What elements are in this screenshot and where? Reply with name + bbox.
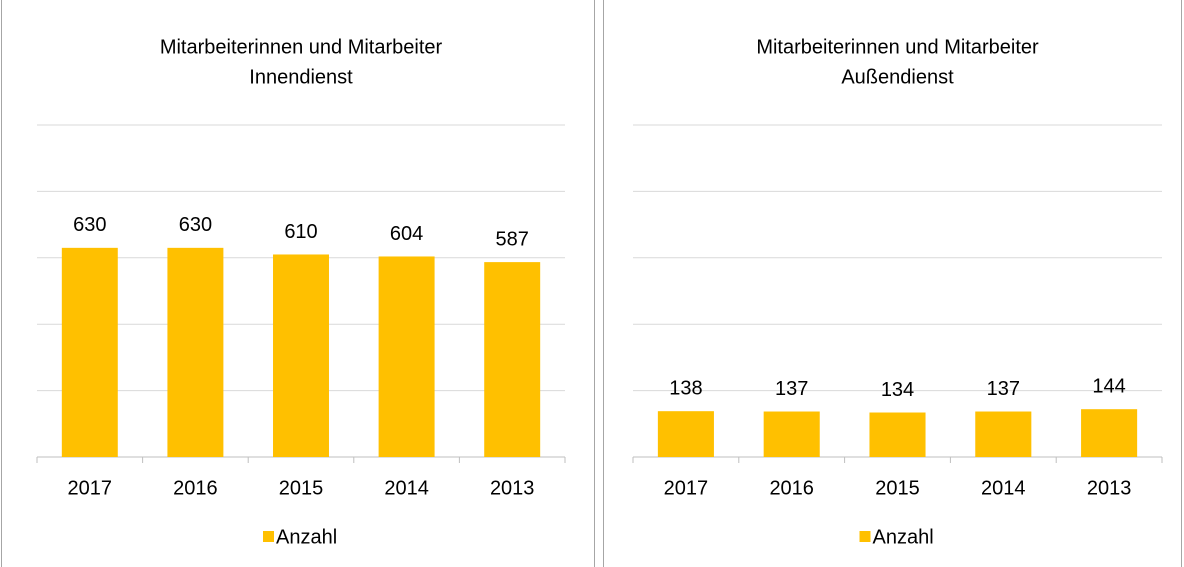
legend-label: Anzahl bbox=[873, 526, 934, 548]
bar bbox=[378, 256, 435, 457]
bar bbox=[61, 247, 118, 457]
bar bbox=[1081, 409, 1138, 457]
data-label: 630 bbox=[73, 214, 106, 236]
chart-title: Innendienst bbox=[249, 66, 353, 88]
bar bbox=[975, 411, 1032, 457]
panel-frame bbox=[1, 0, 595, 567]
data-label: 138 bbox=[669, 377, 702, 399]
legend-label: Anzahl bbox=[276, 526, 337, 548]
bar bbox=[167, 247, 224, 457]
x-tick-label: 2013 bbox=[490, 477, 535, 499]
data-label: 630 bbox=[179, 214, 212, 236]
x-tick-label: 2017 bbox=[664, 477, 709, 499]
x-tick-label: 2015 bbox=[279, 477, 324, 499]
bar bbox=[273, 254, 329, 457]
bar bbox=[763, 411, 820, 457]
chart-title: Mitarbeiterinnen und Mitarbeiter bbox=[756, 36, 1039, 58]
x-tick-label: 2014 bbox=[981, 477, 1026, 499]
bar bbox=[869, 412, 926, 457]
x-tick-label: 2017 bbox=[68, 477, 113, 499]
data-label: 134 bbox=[881, 379, 914, 401]
legend-swatch bbox=[859, 531, 871, 542]
bar bbox=[484, 262, 541, 457]
x-tick-label: 2015 bbox=[875, 477, 920, 499]
panel-frame bbox=[603, 0, 1182, 567]
data-label: 144 bbox=[1092, 375, 1125, 397]
data-label: 137 bbox=[987, 378, 1020, 400]
data-label: 610 bbox=[284, 221, 317, 243]
bar bbox=[657, 411, 714, 457]
data-label: 587 bbox=[496, 228, 529, 250]
x-tick-label: 2016 bbox=[769, 477, 814, 499]
x-tick-label: 2014 bbox=[384, 477, 429, 499]
legend-swatch bbox=[263, 531, 274, 542]
data-label: 137 bbox=[775, 378, 808, 400]
chart-title: Außendienst bbox=[841, 66, 954, 88]
x-tick-label: 2016 bbox=[173, 477, 218, 499]
chart-title: Mitarbeiterinnen und Mitarbeiter bbox=[160, 36, 443, 58]
x-tick-label: 2013 bbox=[1087, 477, 1132, 499]
data-label: 604 bbox=[390, 223, 423, 245]
